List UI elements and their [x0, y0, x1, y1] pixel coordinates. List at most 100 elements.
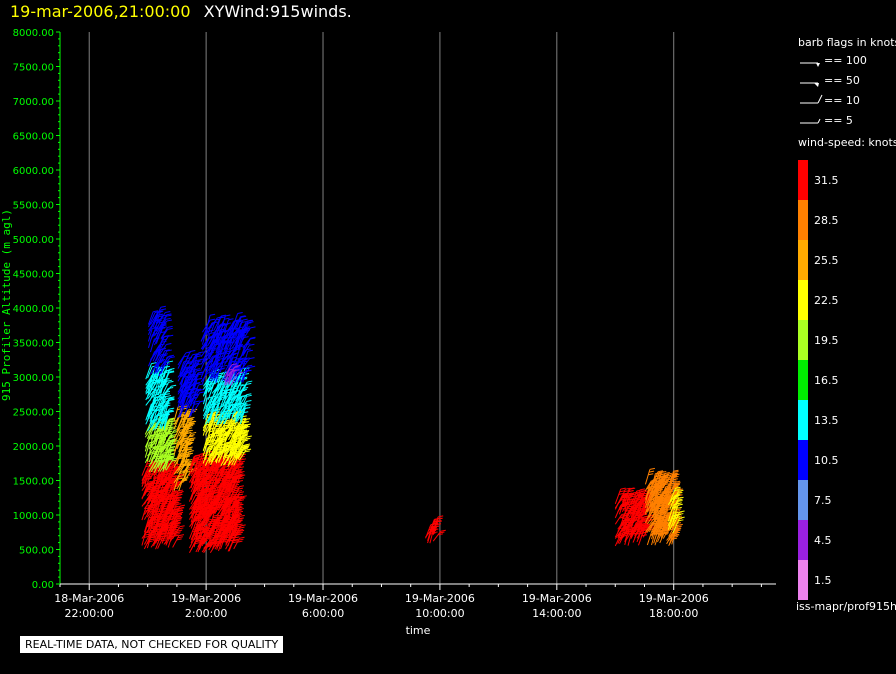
barb-flag: [246, 399, 252, 402]
barb-shaft: [192, 392, 201, 405]
barb-shaft: [155, 397, 162, 413]
wind-barb: [190, 400, 200, 417]
barb-shaft: [147, 328, 153, 342]
barb-flag: [148, 480, 154, 483]
barb-shaft: [160, 382, 169, 398]
barb-shaft: [184, 354, 194, 368]
barb-flag: [190, 349, 196, 352]
barb-flag: [196, 355, 202, 358]
wind-barb: [184, 349, 196, 364]
barb-flag: [225, 314, 231, 317]
barb-flag: [190, 420, 197, 423]
barb-shaft: [152, 344, 160, 356]
barb-shaft: [177, 368, 186, 382]
barb-flag: [192, 353, 198, 356]
barb-flag: [239, 514, 245, 517]
barb-flag: [177, 536, 183, 539]
barb-flag: [189, 423, 195, 426]
barb-flag: [160, 535, 166, 538]
wind-barb: [158, 335, 170, 348]
barb-shaft: [155, 325, 162, 339]
barb-shaft: [149, 367, 156, 384]
barb-flag: [188, 439, 195, 442]
barb-flag: [195, 382, 201, 385]
barb-flag: [180, 473, 186, 476]
barb-flag: [167, 327, 173, 330]
barb-flag: [175, 494, 182, 497]
wind-barb: [182, 431, 197, 447]
barb-shaft: [153, 318, 161, 329]
wind-barb: [163, 410, 175, 430]
barb-shaft: [188, 374, 198, 388]
wind-barb: [159, 395, 172, 409]
barb-flag: [196, 377, 203, 380]
wind-barb: [184, 353, 198, 368]
barb-shaft: [150, 312, 159, 325]
barb-flag: [176, 538, 182, 541]
wind-barb: [163, 384, 177, 396]
barb-shaft: [158, 312, 166, 324]
barb-shaft: [192, 372, 199, 387]
barb-flag: [198, 383, 204, 386]
barb-flag: [168, 409, 174, 412]
barb-flag: [246, 393, 252, 396]
wind-barb: [172, 507, 185, 524]
barb-flag: [199, 391, 205, 394]
barb-flag: [166, 379, 173, 382]
barb-shaft: [159, 396, 167, 409]
barb-flag: [169, 371, 175, 374]
wind-barb: [172, 534, 185, 548]
barb-flag: [239, 536, 245, 539]
barb-flag: [153, 310, 159, 313]
barb-shaft: [149, 338, 155, 353]
wind-barb: [190, 454, 200, 470]
wind-barb: [172, 525, 185, 540]
barb-flag: [188, 450, 194, 453]
barb-flag: [186, 431, 192, 434]
barb-flag: [160, 308, 167, 311]
wind-barb: [192, 377, 203, 395]
barb-flag: [179, 525, 185, 528]
barb-flag: [170, 446, 176, 449]
wind-barb: [148, 310, 159, 325]
wind-barb: [192, 383, 204, 402]
barb-flag: [178, 506, 184, 509]
wind-barb: [183, 438, 195, 458]
barb-shaft: [157, 414, 166, 425]
barb-shaft: [158, 350, 166, 364]
barb-flag: [176, 491, 183, 494]
wind-barb: [192, 391, 205, 405]
barb-flag: [176, 512, 182, 515]
barb-flag: [164, 365, 170, 368]
barb-shaft: [181, 366, 189, 378]
barb-shaft: [190, 352, 200, 366]
barb-flag: [178, 534, 185, 537]
barb-flag: [199, 473, 205, 475]
barb-shaft: [192, 379, 198, 395]
barb-shaft: [147, 366, 153, 379]
barb-flag: [169, 417, 176, 420]
barb-flag: [184, 458, 190, 461]
barb-flag: [186, 448, 193, 451]
barb-shaft: [148, 311, 154, 325]
wind-barb: [188, 382, 201, 399]
wind-barb: [172, 489, 184, 505]
barb-shaft: [160, 336, 169, 349]
barb-flag: [169, 356, 175, 359]
barb-flag: [240, 524, 246, 527]
wind-barb: [155, 308, 167, 324]
wind-barb: [153, 305, 166, 323]
barb-flag: [160, 305, 166, 308]
barb-flag: [176, 503, 182, 506]
barb-flag: [188, 418, 194, 421]
barb-shaft: [179, 361, 185, 375]
wind-barb: [158, 349, 170, 364]
wind-barb: [192, 371, 203, 387]
barb-shaft: [163, 408, 170, 421]
barb-flag: [166, 314, 172, 317]
barb-flag: [177, 516, 183, 519]
barb-shaft: [186, 375, 193, 388]
barb-shaft: [150, 397, 157, 415]
wind-barb: [192, 355, 202, 371]
barb-flag: [210, 313, 216, 316]
